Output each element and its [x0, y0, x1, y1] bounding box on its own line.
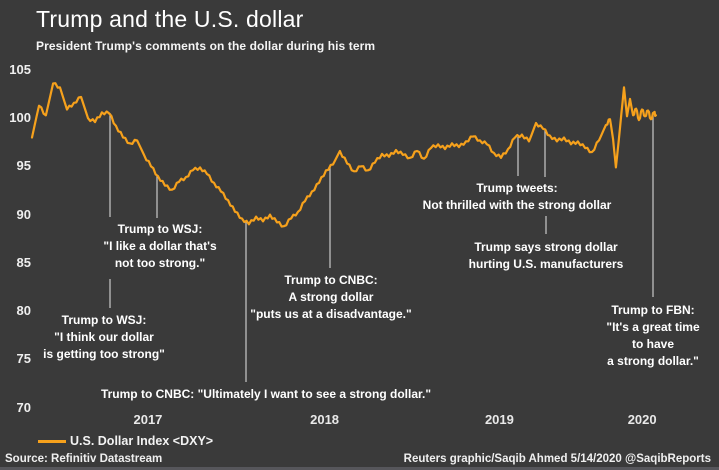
legend-label: U.S. Dollar Index <DXY> — [70, 434, 214, 448]
annotation-text-line: Trump to CNBC: "Ultimately I want to see… — [100, 387, 432, 401]
y-tick-label: 80 — [16, 303, 31, 319]
x-tick-label: 2019 — [484, 412, 514, 427]
annotation-text-line: not too strong." — [114, 256, 206, 270]
annotation-text-line: "It's a great time — [606, 320, 700, 334]
y-tick-label: 105 — [9, 62, 31, 77]
page-title: Trump and the U.S. dollar — [36, 6, 304, 32]
annotation-text-line: hurting U.S. manufacturers — [468, 257, 624, 271]
x-tick-label: 2018 — [310, 412, 340, 427]
chart-subtitle: President Trump's comments on the dollar… — [36, 39, 376, 53]
annotation-text-line: Trump tweets: — [476, 181, 558, 195]
source-note: Source: Refinitiv Datastream — [5, 453, 163, 465]
y-tick-label: 75 — [16, 351, 31, 367]
y-tick-label: 100 — [9, 110, 31, 126]
annotation-trump-tweets-2019: Trump tweets: Not thrilled with the stron… — [307, 180, 719, 214]
y-tick-label: 85 — [16, 254, 31, 270]
annotation-text-line: "I like a dollar that's — [103, 239, 217, 253]
annotation-text-line: Trump to CNBC: — [284, 273, 378, 287]
annotation-text-line: "puts us at a disadvantage." — [250, 307, 412, 321]
annotation-text-line: a strong dollar." — [607, 354, 699, 368]
y-tick-label: 95 — [16, 158, 31, 174]
annotation-cnbc-jul-2018: Trump to CNBC: A strong dollar "puts us at… — [121, 272, 541, 323]
credit-note: Reuters graphic/Saqib Ahmed 5/14/2020 @S… — [403, 453, 711, 465]
x-tick-label: 2020 — [627, 412, 657, 427]
annotation-manufacturers-2019: Trump says strong dollar hurting U.S. man… — [336, 239, 719, 273]
annotation-fbn-2020: Trump to FBN: "It's a great time to have a … — [443, 302, 719, 370]
annotation-wsj-jan-2017: Trump to WSJ: "I think our dollar is getti… — [0, 312, 314, 363]
annotation-text-line: Trump to WSJ: — [61, 313, 147, 327]
annotation-text-line: A strong dollar — [288, 290, 374, 304]
annotation-text-line: to have — [631, 337, 674, 351]
annotation-text-line: Trump to FBN: — [611, 303, 695, 317]
annotation-text-line: is getting too strong" — [43, 347, 165, 361]
bottom-divider — [0, 467, 719, 470]
annotation-text-line: "I think our dollar — [54, 330, 154, 344]
annotation-cnbc-jan-2018: Trump to CNBC: "Ultimately I want to see… — [56, 386, 476, 403]
dxy-line — [30, 82, 658, 228]
annotation-text-line: Trump to WSJ: — [117, 222, 203, 236]
annotation-text-line: Trump says strong dollar — [474, 240, 618, 254]
y-tick-label: 70 — [16, 399, 31, 415]
legend-line-swatch-icon — [38, 440, 66, 443]
x-tick-label: 2017 — [133, 412, 163, 427]
annotation-text-line: Not thrilled with the strong dollar — [422, 198, 612, 212]
annotation-wsj-apr-2017: Trump to WSJ: "I like a dollar that's not … — [0, 221, 370, 272]
y-tick-label: 90 — [16, 206, 31, 222]
